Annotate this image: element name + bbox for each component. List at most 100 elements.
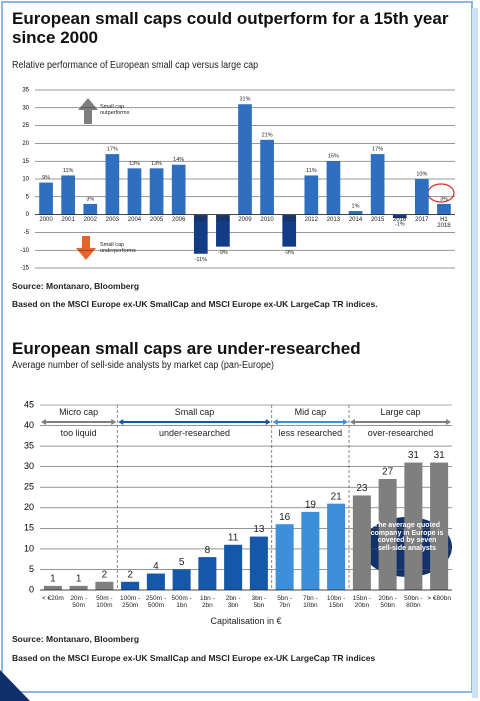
y-tick-label: 25 — [24, 482, 34, 492]
value-label: 31 — [408, 450, 420, 461]
y-tick-label: -15 — [20, 266, 29, 272]
arrow-head — [265, 419, 271, 425]
value-label: 13 — [253, 524, 265, 535]
group-description: over-researched — [367, 428, 434, 438]
bar — [348, 211, 363, 215]
bar — [326, 161, 341, 215]
value-label: -9% — [218, 250, 228, 256]
chart-subtitle: Average number of sell-side analysts by … — [12, 360, 274, 371]
note: Based on the MSCI Europe ex-UK SmallCap … — [12, 299, 378, 309]
shadow — [472, 8, 478, 698]
x-tick-label: 2002 — [83, 216, 97, 223]
arrow-head — [446, 419, 451, 425]
arrow-head — [350, 419, 355, 425]
down-arrow — [76, 236, 96, 260]
value-label: 11 — [228, 532, 239, 543]
x-tick-label: 2004 — [127, 216, 142, 223]
x-tick-label: 15bn - 20bn — [352, 595, 372, 610]
chart-subtitle: Relative performance of European small c… — [12, 60, 259, 71]
value-label: 14% — [173, 157, 184, 163]
value-label: 11% — [306, 168, 317, 174]
value-label: 1% — [352, 203, 360, 209]
x-tick-label: 2010 — [260, 216, 274, 223]
bar — [392, 214, 407, 219]
bar — [275, 524, 294, 590]
arrow-head — [343, 419, 348, 425]
x-tick-label: 2008 — [216, 216, 230, 223]
value-label: 19 — [305, 500, 317, 511]
y-tick-label: 30 — [22, 105, 29, 111]
annotation: Small cap outperforms — [100, 104, 130, 117]
y-tick-label: 35 — [24, 440, 34, 450]
arrow-head — [41, 419, 46, 425]
x-tick-label: < €20m — [41, 595, 64, 602]
value-label: 16 — [279, 512, 291, 523]
bar — [282, 214, 297, 247]
x-tick-label: 3bn - 5bn — [251, 595, 267, 610]
y-tick-label: -10 — [20, 248, 29, 254]
value-label: 31 — [434, 450, 446, 461]
value-label: 3% — [440, 196, 448, 202]
x-tick-label: 2007 — [194, 216, 208, 223]
x-tick-label: 2011 — [282, 216, 296, 223]
x-tick-label: 50m - 100m — [96, 595, 113, 610]
x-tick-label: 10bn - 15bn — [326, 595, 346, 610]
bar — [171, 164, 186, 215]
arrow-head — [111, 419, 117, 425]
bar — [216, 214, 230, 247]
bar — [224, 544, 243, 590]
x-tick-label: 2015 — [370, 216, 385, 223]
x-tick-label: 100m - 250m — [120, 595, 141, 610]
x-tick-label: 1bn - 2bn — [199, 595, 215, 610]
x-tick-label: 2012 — [304, 216, 318, 223]
bar — [430, 462, 449, 590]
x-tick-label: 20bn - 50bn — [378, 595, 397, 610]
arrow-head — [118, 419, 124, 425]
y-tick-label: 25 — [22, 123, 29, 129]
value-label: 9% — [42, 175, 50, 181]
value-label: 11% — [63, 168, 74, 174]
value-label: 17% — [372, 147, 383, 153]
y-tick-label: 15 — [22, 159, 29, 165]
bar — [172, 569, 191, 590]
x-tick-label: 2000 — [39, 216, 53, 223]
y-tick-label: 20 — [22, 141, 29, 147]
value-label: 17% — [107, 147, 118, 153]
x-tick-label: 2001 — [61, 216, 75, 223]
annotation: Small cap underperforms — [100, 242, 136, 255]
bar — [304, 175, 319, 215]
y-tick-label: 10 — [22, 177, 29, 183]
bar — [404, 462, 423, 590]
x-axis-label: Capitalisation in € — [210, 616, 282, 626]
group-name: Mid cap — [294, 407, 327, 417]
note: Based on the MSCI Europe ex-UK SmallCap … — [12, 653, 376, 663]
bar — [198, 557, 217, 590]
x-tick-label: 7bn - 10bn — [302, 595, 318, 610]
chart-title: European small caps are under-researched — [12, 339, 361, 358]
x-tick-label: 2bn - 3bn — [225, 595, 241, 610]
x-tick-label: H1 2018 — [437, 216, 451, 230]
y-tick-label: 15 — [24, 523, 34, 533]
x-tick-label: 2006 — [171, 216, 186, 223]
corner — [0, 670, 30, 701]
x-tick-label: 250m - 500m — [145, 595, 166, 610]
x-tick-label: 2016 — [393, 216, 407, 223]
x-tick-label: 2017 — [415, 216, 429, 223]
source: Source: Montanaro, Bloomberg — [12, 634, 140, 644]
y-tick-label: 5 — [26, 194, 30, 200]
x-tick-label: 2005 — [149, 216, 164, 223]
arrow-head — [272, 419, 278, 425]
value-label: 21% — [262, 132, 273, 138]
value-label: 10% — [416, 171, 427, 177]
bar — [378, 479, 397, 590]
y-tick-label: 0 — [29, 584, 34, 594]
x-tick-label: 500m - 1bn — [171, 595, 192, 610]
x-tick-label: > €80bn — [427, 595, 451, 602]
y-tick-label: 10 — [24, 543, 34, 553]
y-tick-label: 40 — [24, 420, 34, 430]
bar — [149, 168, 164, 215]
x-tick-label: 2014 — [348, 216, 363, 223]
value-label: 2 — [127, 569, 133, 580]
bar — [193, 214, 208, 254]
